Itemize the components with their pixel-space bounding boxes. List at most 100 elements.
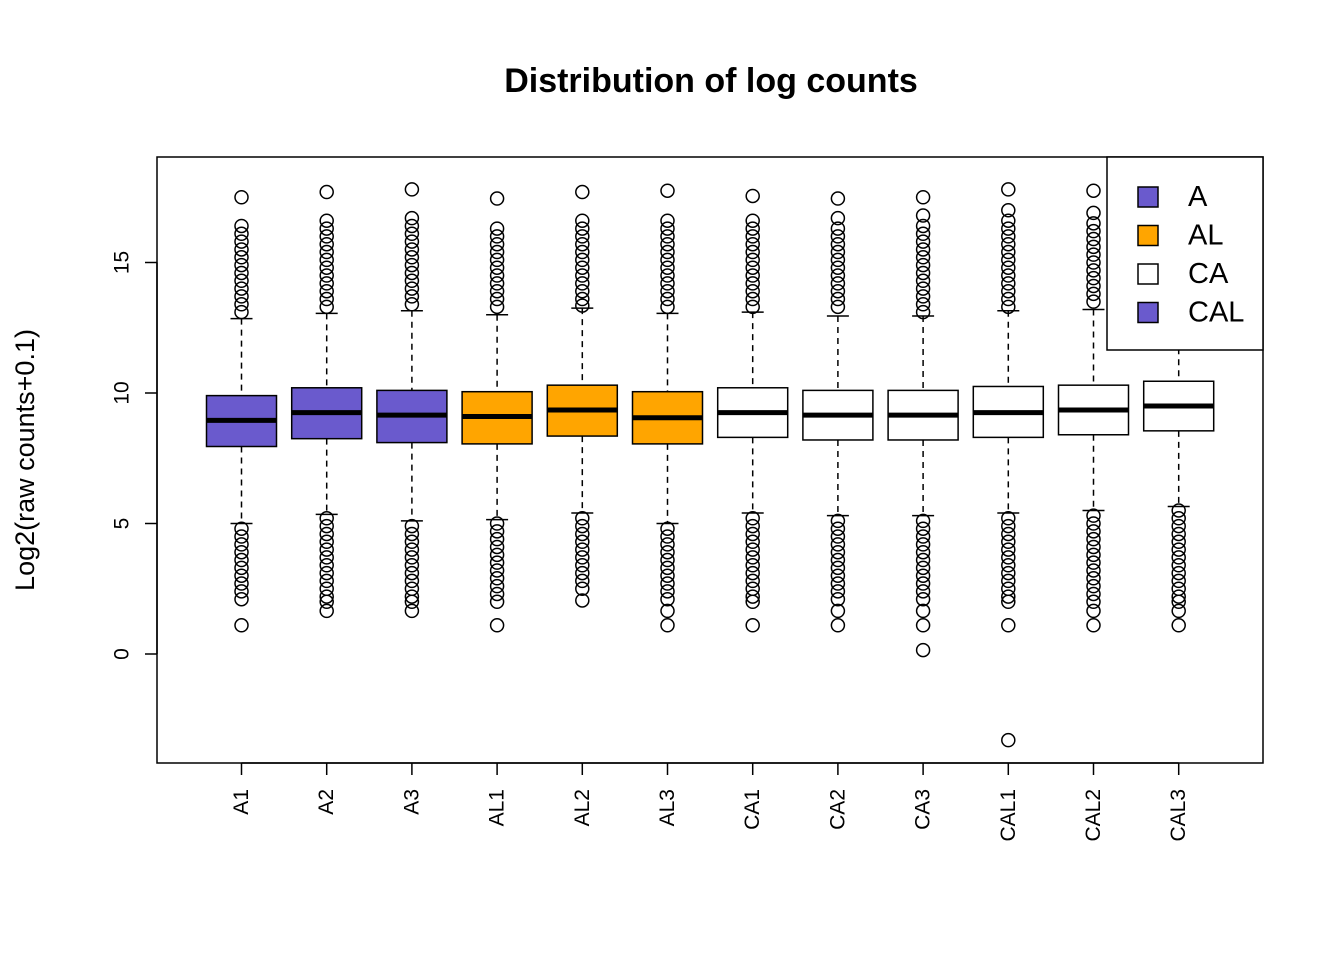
outlier-point: [489, 229, 505, 244]
outlier-point: [830, 236, 846, 252]
x-tick-label: A1: [230, 789, 253, 815]
outlier-point: [1171, 503, 1186, 518]
outlier-point: [830, 584, 846, 599]
outlier-point: [489, 221, 505, 236]
outlier-point: [915, 591, 931, 607]
outlier-point: [915, 560, 931, 576]
outlier-point: [319, 252, 334, 268]
outlier-point: [234, 250, 249, 265]
outlier-point: [660, 603, 675, 619]
outlier-point: [234, 552, 249, 568]
outlier-point: [319, 291, 334, 307]
outlier-point: [575, 550, 590, 565]
outlier-point: [1001, 291, 1016, 307]
outlier-point: [1086, 547, 1101, 563]
outlier-point: [319, 603, 334, 619]
outlier-point: [1086, 586, 1101, 602]
outlier-point: [404, 281, 420, 296]
outlier-point: [1086, 263, 1101, 278]
boxes-layer: [205, 182, 1215, 748]
legend-swatch: [1137, 186, 1159, 208]
outlier-point: [319, 573, 334, 589]
outlier-point: [575, 593, 590, 608]
outlier-point: [575, 236, 590, 252]
outlier-point: [234, 257, 249, 273]
x-tick-label: CAL3: [1167, 789, 1190, 842]
outlier-point: [915, 281, 931, 296]
outlier-point: [575, 283, 590, 299]
outlier-point: [830, 191, 846, 206]
outlier-point: [1171, 526, 1186, 542]
outlier-point: [745, 550, 760, 565]
outlier-point: [404, 242, 420, 257]
x-tick-label: A2: [315, 789, 338, 815]
y-axis-label: Log2(raw counts+0.1): [10, 329, 40, 591]
outlier-point: [915, 297, 931, 312]
outlier-point: [1001, 260, 1016, 275]
outlier-point: [745, 268, 760, 283]
outlier-point: [1086, 231, 1101, 247]
outlier-point: [1086, 516, 1101, 531]
outlier-point: [660, 560, 675, 576]
outlier-point: [830, 244, 846, 260]
outlier-point: [575, 526, 590, 542]
outlier-point: [915, 304, 931, 320]
outlier-point: [319, 534, 334, 550]
outlier-point: [575, 573, 590, 589]
box-A1: [205, 190, 278, 633]
outlier-point: [830, 552, 846, 568]
outlier-point: [234, 190, 249, 205]
outlier-point: [745, 252, 760, 268]
outlier-point: [745, 581, 760, 596]
outlier-point: [1001, 268, 1016, 283]
outlier-point: [575, 511, 590, 526]
outlier-point: [404, 603, 420, 619]
outlier-point: [1086, 531, 1101, 547]
outlier-point: [234, 544, 249, 560]
box-AL1: [461, 191, 533, 633]
outlier-point: [1086, 270, 1101, 286]
outlier-point: [745, 213, 760, 228]
outlier-point: [1171, 581, 1186, 596]
outlier-point: [660, 252, 675, 268]
outlier-point: [1086, 571, 1101, 586]
legend: A AL CA CAL: [1106, 156, 1264, 351]
outlier-point: [1001, 526, 1016, 542]
outlier-point: [1086, 216, 1101, 231]
outlier-point: [404, 218, 420, 234]
outlier-point: [1001, 299, 1016, 315]
box-CAL2: [1057, 183, 1130, 633]
outlier-point: [660, 544, 675, 560]
outlier-point: [830, 229, 846, 244]
outlier-point: [1171, 594, 1186, 610]
outlier-point: [319, 244, 334, 260]
x-tick-label: CAL2: [1082, 789, 1105, 842]
outlier-point: [489, 236, 505, 252]
outlier-point: [404, 550, 420, 565]
outlier-point: [319, 550, 334, 565]
outlier-point: [319, 229, 334, 244]
outlier-point: [489, 524, 505, 539]
outlier-point: [1001, 589, 1016, 604]
y-tick-label: 10: [111, 381, 134, 404]
x-axis: A1 A2 A3 AL1 AL2 AL3 CA1 CA2 CA3 CAL1 CAL2 CAL3: [230, 762, 1190, 842]
outlier-point: [1001, 221, 1016, 236]
outlier-point: [830, 529, 846, 544]
outlier-point: [1001, 511, 1016, 526]
outlier-point: [489, 578, 505, 594]
outlier-point: [575, 291, 590, 307]
outlier-point: [234, 529, 249, 544]
outlier-point: [404, 542, 420, 557]
outlier-point: [575, 518, 590, 534]
outlier-point: [575, 260, 590, 275]
outlier-point: [404, 265, 420, 281]
outlier-point: [915, 218, 931, 234]
outlier-point: [745, 260, 760, 275]
outlier-point: [745, 236, 760, 252]
outlier-point: [745, 291, 760, 307]
x-tick-label: CA3: [912, 789, 935, 830]
y-tick-label: 0: [111, 648, 134, 660]
box-AL3: [631, 183, 704, 633]
outlier-point: [319, 526, 334, 542]
outlier-point: [575, 252, 590, 268]
